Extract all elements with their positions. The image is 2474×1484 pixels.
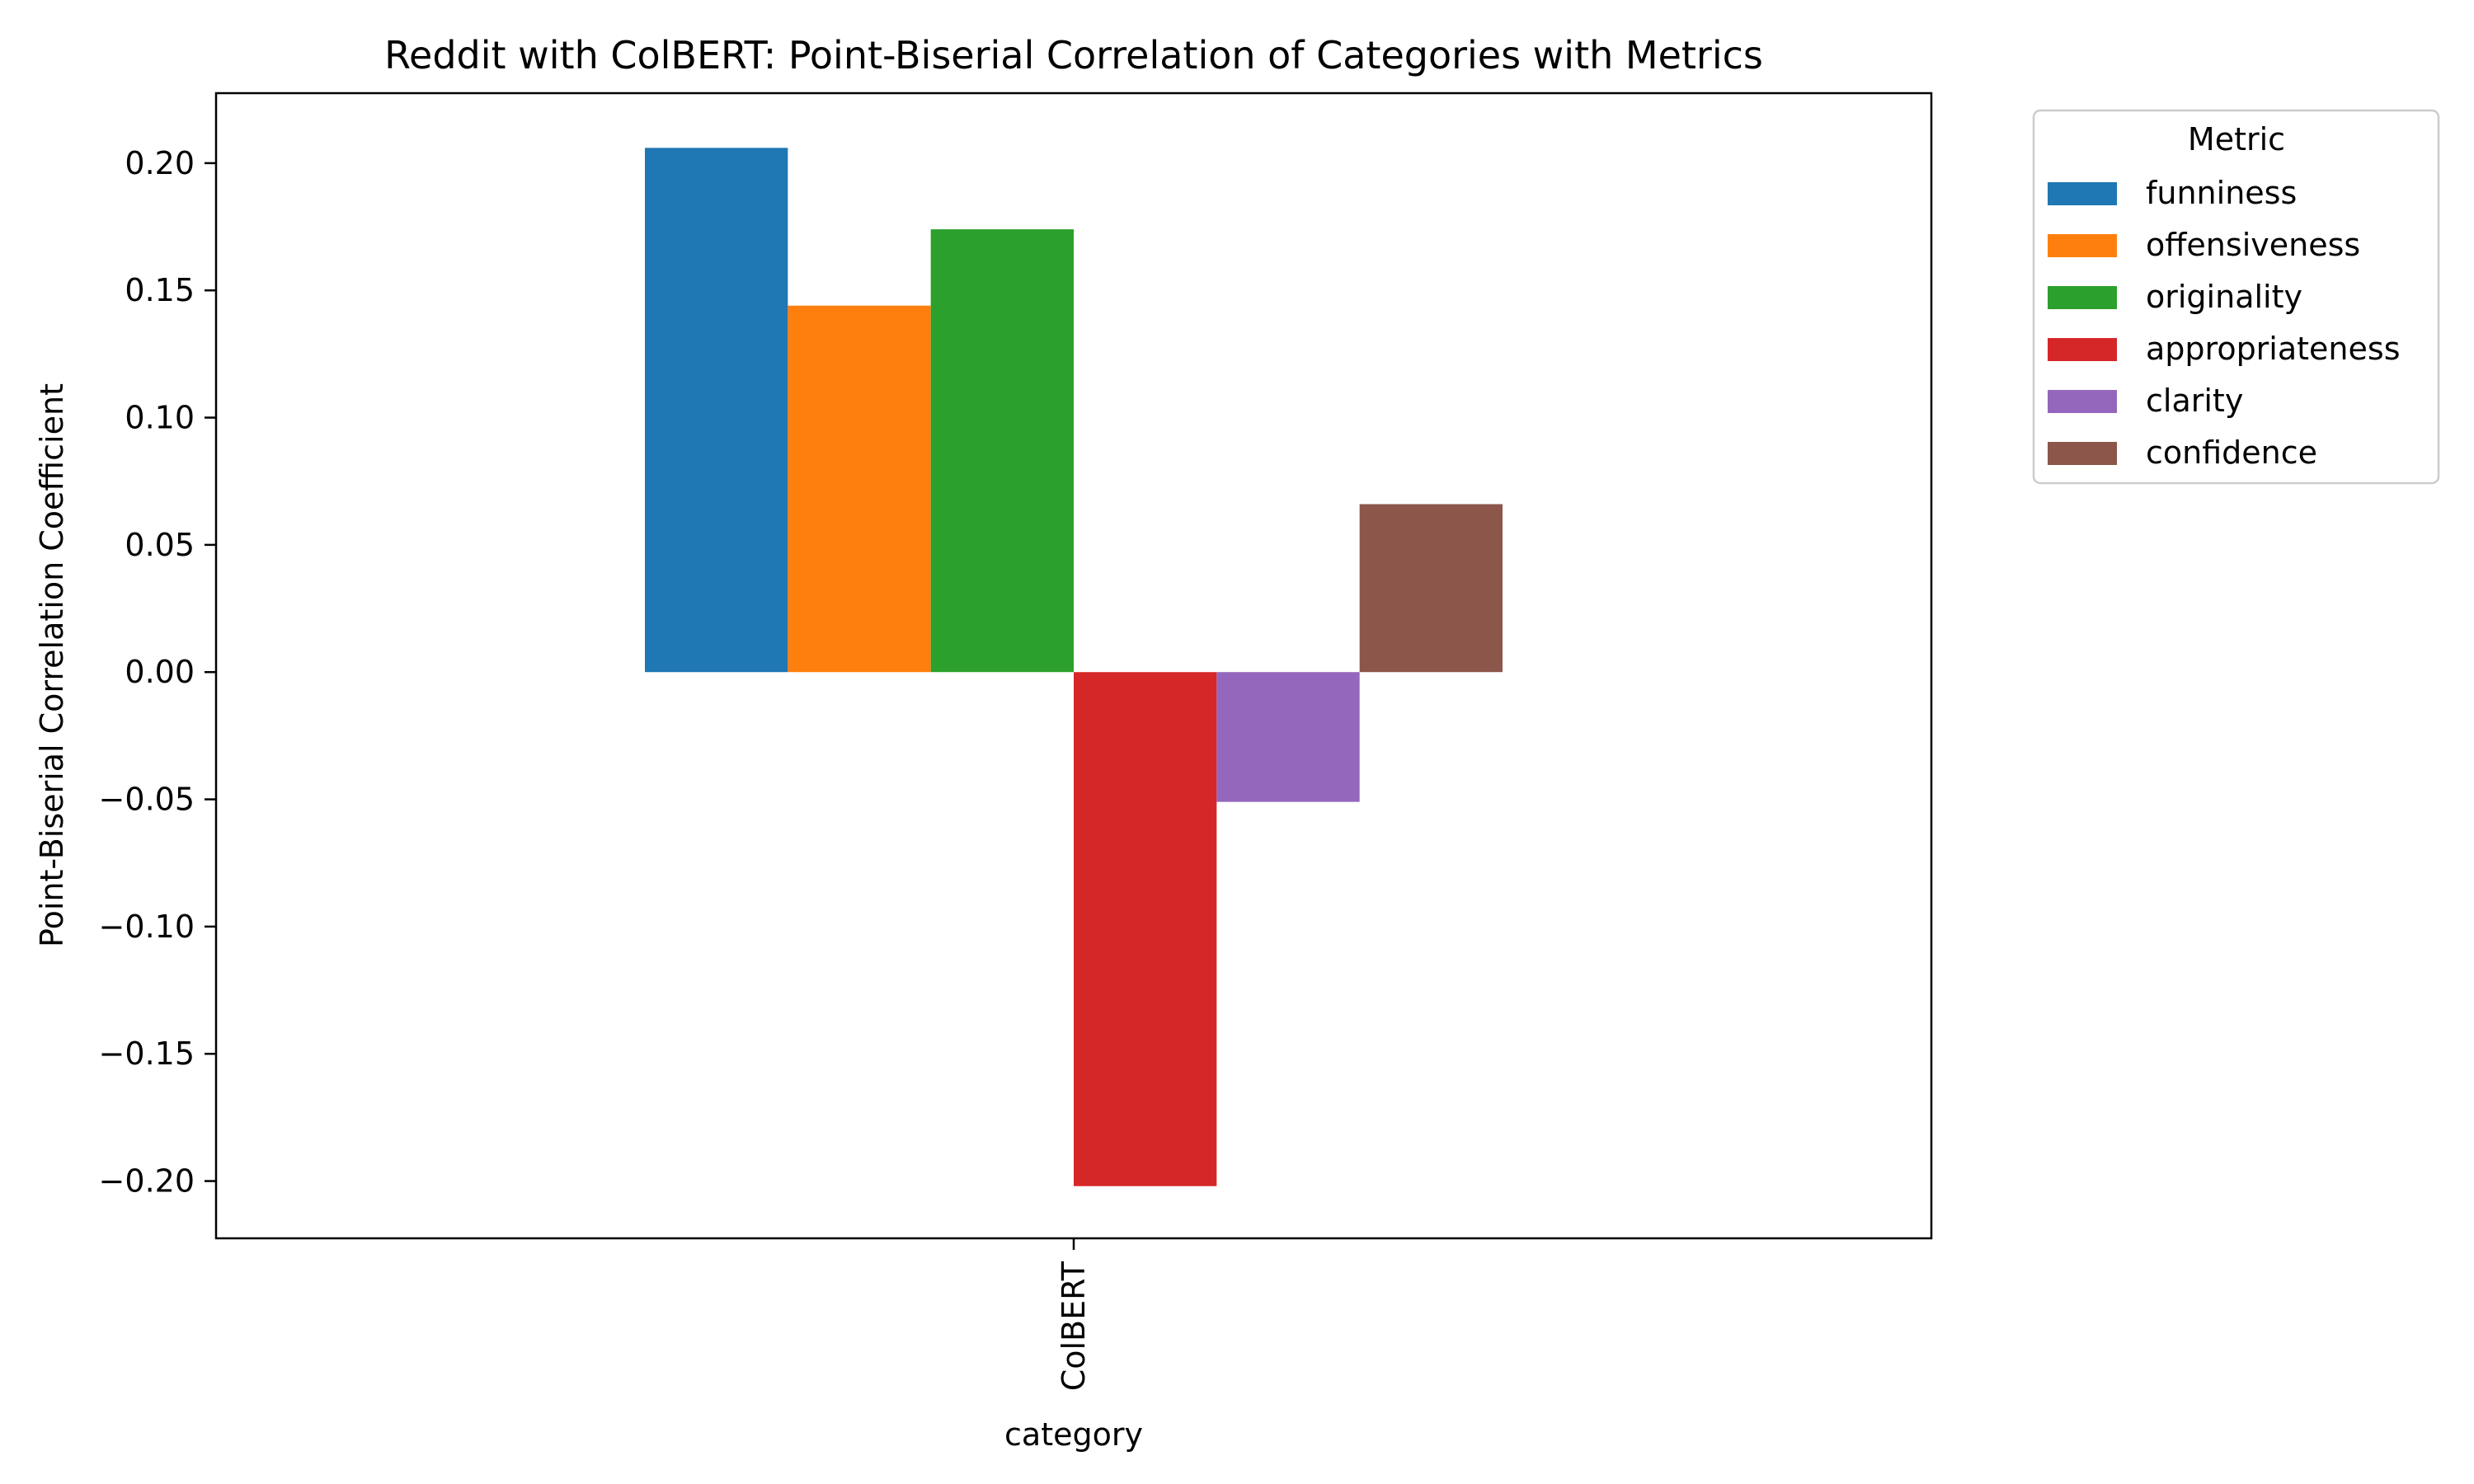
legend-items: funniness offensiveness originality appropr… [2048,175,2401,471]
x-axis-label: category [1004,1416,1143,1453]
legend-label-offensiveness: offensiveness [2146,227,2360,263]
bar-confidence [1359,504,1503,673]
legend-label-clarity: clarity [2146,383,2243,419]
y-tick-label: 0.00 [125,654,195,690]
legend-swatch-funniness [2048,182,2117,205]
bar-funniness [645,148,788,673]
legend-frame [2032,109,2440,485]
legend: Metric funniness offensiveness originality… [2032,109,2440,485]
y-axis-label: Point-Biserial Correlation Coefficient [34,383,70,947]
bar-offensiveness [788,305,931,673]
y-axis: 0.20 0.15 0.10 0.05 0.00 −0.05 −0.10 −0.15 −0.20 [99,145,216,1200]
y-tick-label: −0.10 [99,909,195,945]
y-tick-label: −0.05 [99,782,195,818]
x-tick-label: ColBERT [1056,1261,1092,1391]
legend-label-funniness: funniness [2146,175,2297,211]
legend-label-confidence: confidence [2146,434,2317,471]
x-axis: ColBERT [1056,1238,1092,1391]
y-tick-label: −0.15 [99,1036,195,1072]
y-tick-label: 0.10 [125,400,195,436]
bar-appropriateness [1074,672,1217,1186]
chart-title: Reddit with ColBERT: Point-Biserial Corr… [384,33,1763,77]
bars-group [645,148,1503,1186]
legend-label-appropriateness: appropriateness [2146,331,2401,367]
bar-originality [930,229,1074,673]
legend-swatch-originality [2048,286,2117,309]
y-tick-label: 0.05 [125,527,195,563]
bar-clarity [1216,672,1360,802]
legend-swatch-offensiveness [2048,234,2117,257]
legend-label-originality: originality [2146,279,2302,315]
legend-swatch-clarity [2048,390,2117,413]
y-tick-label: 0.15 [125,272,195,308]
legend-title: Metric [2188,121,2285,157]
y-tick-label: −0.20 [99,1163,195,1200]
legend-swatch-appropriateness [2048,338,2117,361]
legend-swatch-confidence [2048,442,2117,465]
y-tick-label: 0.20 [125,145,195,181]
